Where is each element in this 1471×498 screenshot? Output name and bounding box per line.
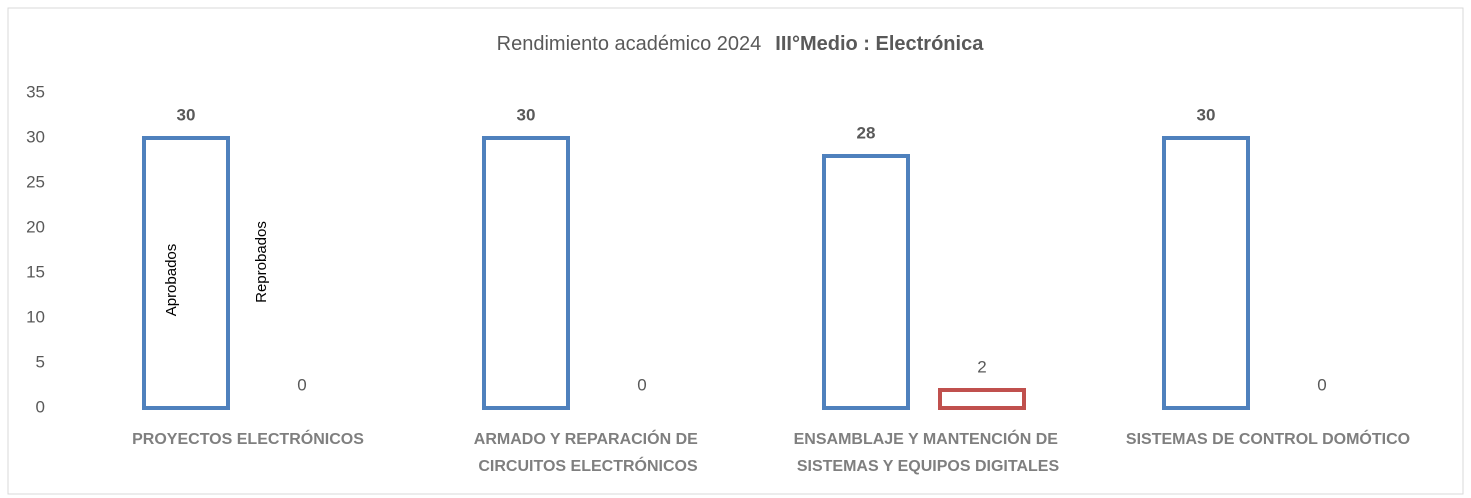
title-text: Rendimiento académico 2024: [497, 33, 762, 55]
chart-border: [7, 7, 1464, 495]
bar: [938, 388, 1026, 410]
bar: [822, 154, 910, 410]
x-tick-label: ARMADO Y REPARACIÓN DE CIRCUITOS ELECTRÓ…: [474, 429, 702, 475]
y-tick-label: 25: [26, 172, 45, 191]
x-tick-label: ENSAMBLAJE Y MANTENCIÓN DE SISTEMAS Y EQ…: [794, 429, 1063, 475]
series-label: Aprobados: [163, 244, 180, 317]
bar: [482, 136, 570, 410]
data-label: 0: [1317, 375, 1326, 394]
data-label: 28: [857, 123, 876, 142]
series-label: Reprobados: [253, 221, 270, 303]
data-label: 30: [177, 105, 196, 124]
bar: [142, 136, 230, 410]
y-tick-label: 30: [26, 127, 45, 146]
y-tick-label: 35: [26, 82, 45, 101]
data-label: 0: [297, 375, 306, 394]
y-tick-label: 10: [26, 307, 45, 326]
y-tick-label: 0: [36, 397, 45, 416]
x-tick-label: PROYECTOS ELECTRÓNICOS: [132, 429, 364, 448]
y-tick-label: 20: [26, 217, 45, 236]
x-tick-label: SISTEMAS DE CONTROL DOMÓTICO: [1126, 429, 1410, 448]
y-tick-label: 15: [26, 262, 45, 281]
data-label: 30: [1197, 105, 1216, 124]
data-label: 0: [637, 375, 646, 394]
bar: [1162, 136, 1250, 410]
chart-title: Rendimiento académico 2024 III°Medio : El…: [497, 33, 985, 55]
data-label: 30: [517, 105, 536, 124]
y-tick-label: 5: [36, 352, 45, 371]
title-bold-text: III°Medio : Electrónica: [775, 33, 984, 55]
data-label: 2: [977, 357, 986, 376]
